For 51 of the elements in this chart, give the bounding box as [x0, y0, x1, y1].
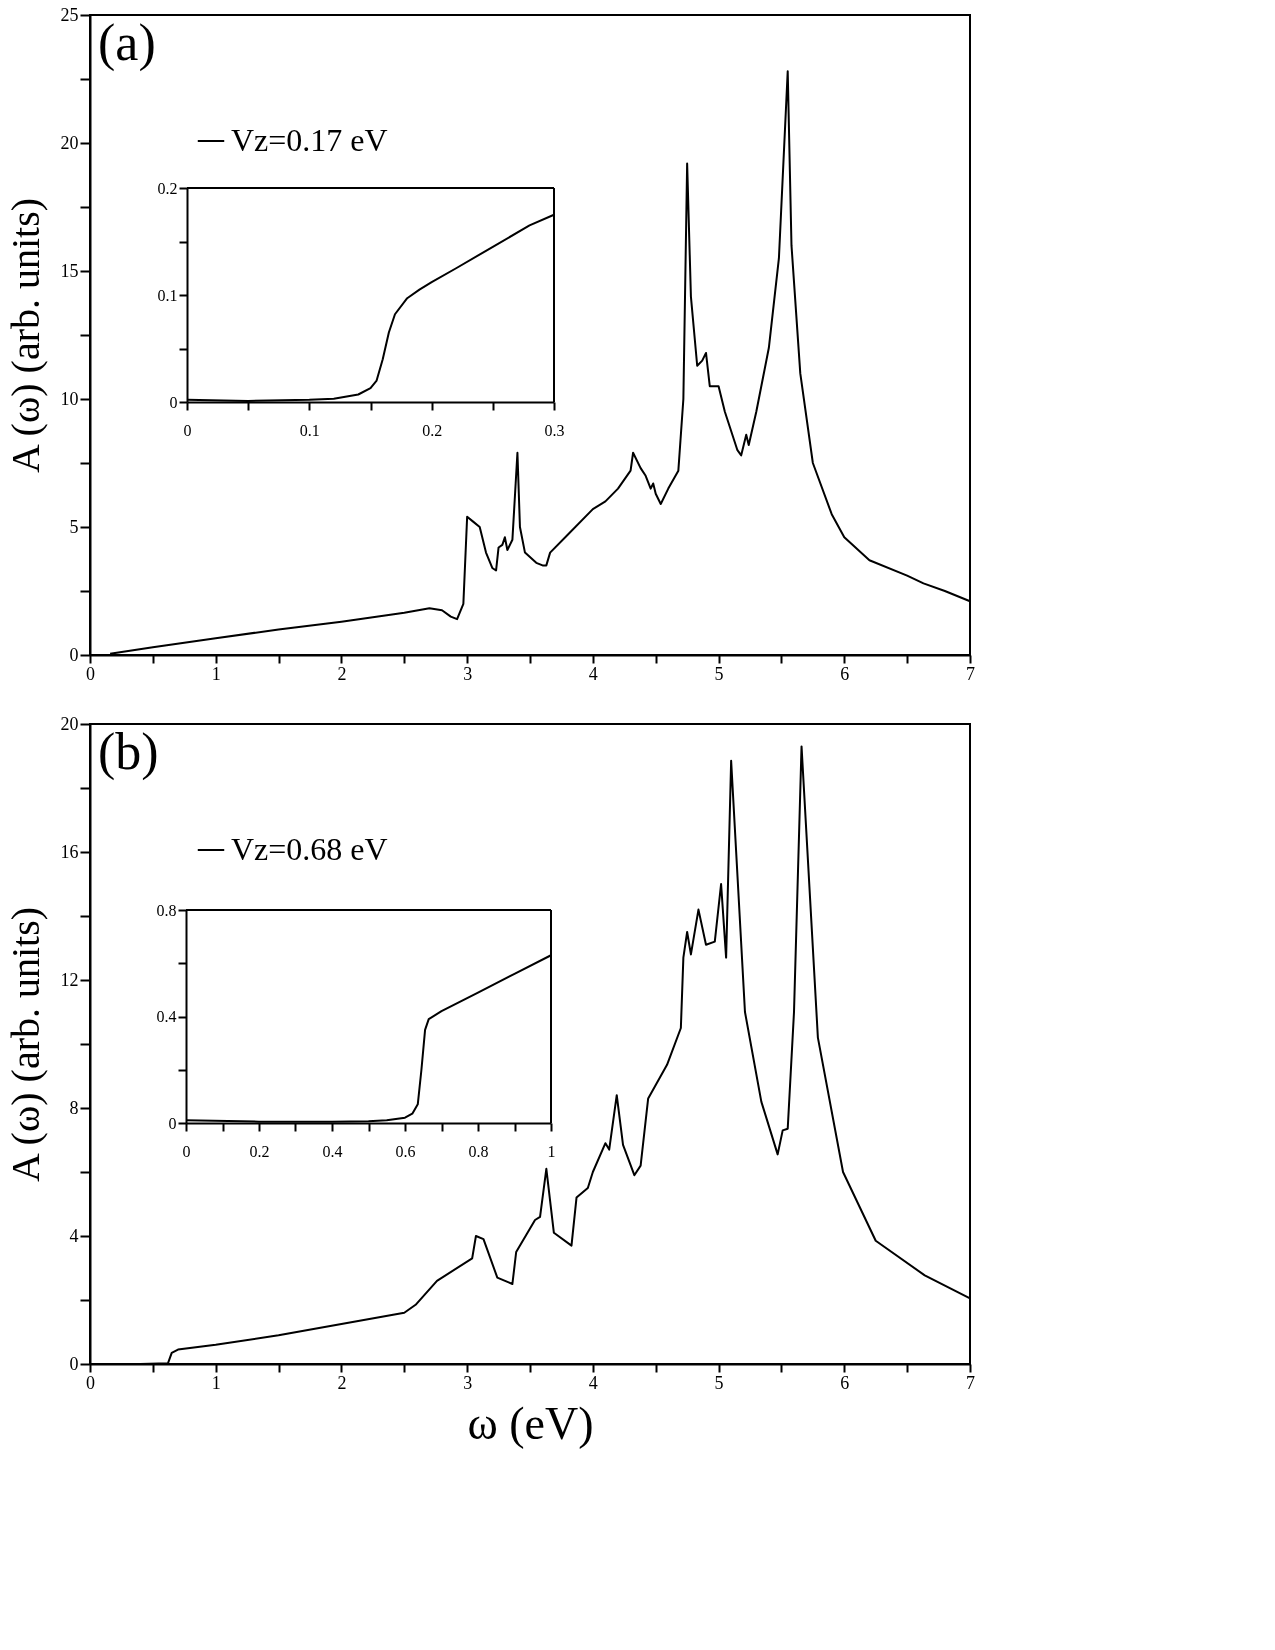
annotation: (a)	[98, 14, 156, 72]
legend-label: Vz=0.68 eV	[231, 831, 388, 867]
y-tick-label: 0.1	[157, 286, 178, 304]
x-tick-label: 5	[714, 663, 724, 684]
y-axis-title: A (ω) (arb. units)	[2, 197, 48, 474]
y-tick-label: 20	[60, 713, 79, 734]
y-tick-label: 20	[60, 132, 79, 153]
x-tick-label: 6	[840, 663, 850, 684]
x-tick-label: 2	[337, 1372, 347, 1393]
x-tick-label: 1	[211, 1372, 221, 1393]
y-tick-label: 12	[60, 969, 79, 990]
x-tick-label: 3	[463, 1372, 473, 1393]
x-tick-label: 0.8	[468, 1142, 489, 1160]
y-tick-label: 16	[60, 841, 79, 862]
y-tick-label: 5	[69, 516, 79, 537]
y-tick-label: 0	[69, 644, 79, 665]
x-tick-label: 0	[86, 1372, 95, 1393]
y-axis-title: A (ω) (arb. units)	[2, 906, 48, 1183]
x-tick-label: 0.4	[322, 1142, 343, 1160]
y-tick-label: 0.8	[156, 901, 177, 919]
y-tick-label: 0	[169, 393, 178, 411]
y-tick-label: 4	[69, 1225, 79, 1246]
x-tick-label: 2	[337, 663, 347, 684]
y-tick-label: 0	[69, 1353, 79, 1374]
annotation: (b)	[98, 723, 159, 781]
x-tick-label: 0	[182, 1142, 191, 1160]
x-tick-label: 0	[86, 663, 95, 684]
x-tick-label: 0	[183, 421, 192, 439]
x-tick-label: 4	[588, 663, 598, 684]
x-tick-label: 0.1	[299, 421, 320, 439]
y-tick-label: 8	[69, 1097, 79, 1118]
x-tick-label: 6	[840, 1372, 850, 1393]
y-tick-label: 10	[60, 388, 79, 409]
x-tick-label: 4	[588, 1372, 598, 1393]
x-axis-title: ω (eV)	[467, 1397, 594, 1449]
x-tick-label: 0.2	[249, 1142, 270, 1160]
x-tick-label: 5	[714, 1372, 724, 1393]
y-tick-label: 0	[168, 1114, 177, 1132]
x-tick-label: 1	[547, 1142, 556, 1160]
y-tick-label: 25	[60, 4, 79, 25]
x-tick-label: 7	[966, 1372, 975, 1393]
x-tick-label: 1	[211, 663, 221, 684]
y-tick-label: 15	[60, 260, 79, 281]
x-tick-label: 0.6	[395, 1142, 416, 1160]
y-tick-label: 0.2	[157, 179, 178, 197]
legend-label: Vz=0.17 eV	[231, 122, 388, 158]
x-tick-label: 0.2	[422, 421, 443, 439]
x-tick-label: 7	[966, 663, 975, 684]
x-tick-label: 0.3	[544, 421, 565, 439]
y-tick-label: 0.4	[156, 1008, 177, 1025]
x-tick-label: 3	[463, 663, 473, 684]
